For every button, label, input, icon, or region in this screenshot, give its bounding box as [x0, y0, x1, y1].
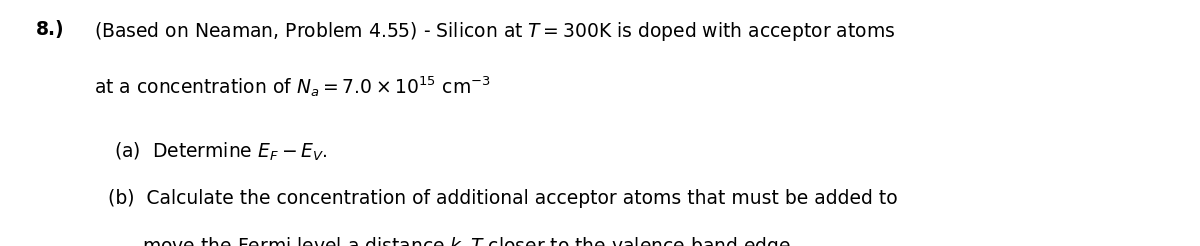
- Text: (Based on Neaman, Problem 4.55) - Silicon at $T = 300$K is doped with acceptor a: (Based on Neaman, Problem 4.55) - Silico…: [94, 20, 895, 43]
- Text: (a)  Determine $E_F - E_V$.: (a) Determine $E_F - E_V$.: [114, 140, 328, 163]
- Text: (b)  Calculate the concentration of additional acceptor atoms that must be added: (b) Calculate the concentration of addit…: [108, 189, 898, 208]
- Text: move the Fermi level a distance $k_BT$ closer to the valence band edge.: move the Fermi level a distance $k_BT$ c…: [142, 235, 796, 246]
- Text: 8.): 8.): [36, 20, 65, 39]
- Text: at a concentration of $N_a = 7.0 \times 10^{15}$ cm$^{-3}$: at a concentration of $N_a = 7.0 \times …: [94, 74, 491, 99]
